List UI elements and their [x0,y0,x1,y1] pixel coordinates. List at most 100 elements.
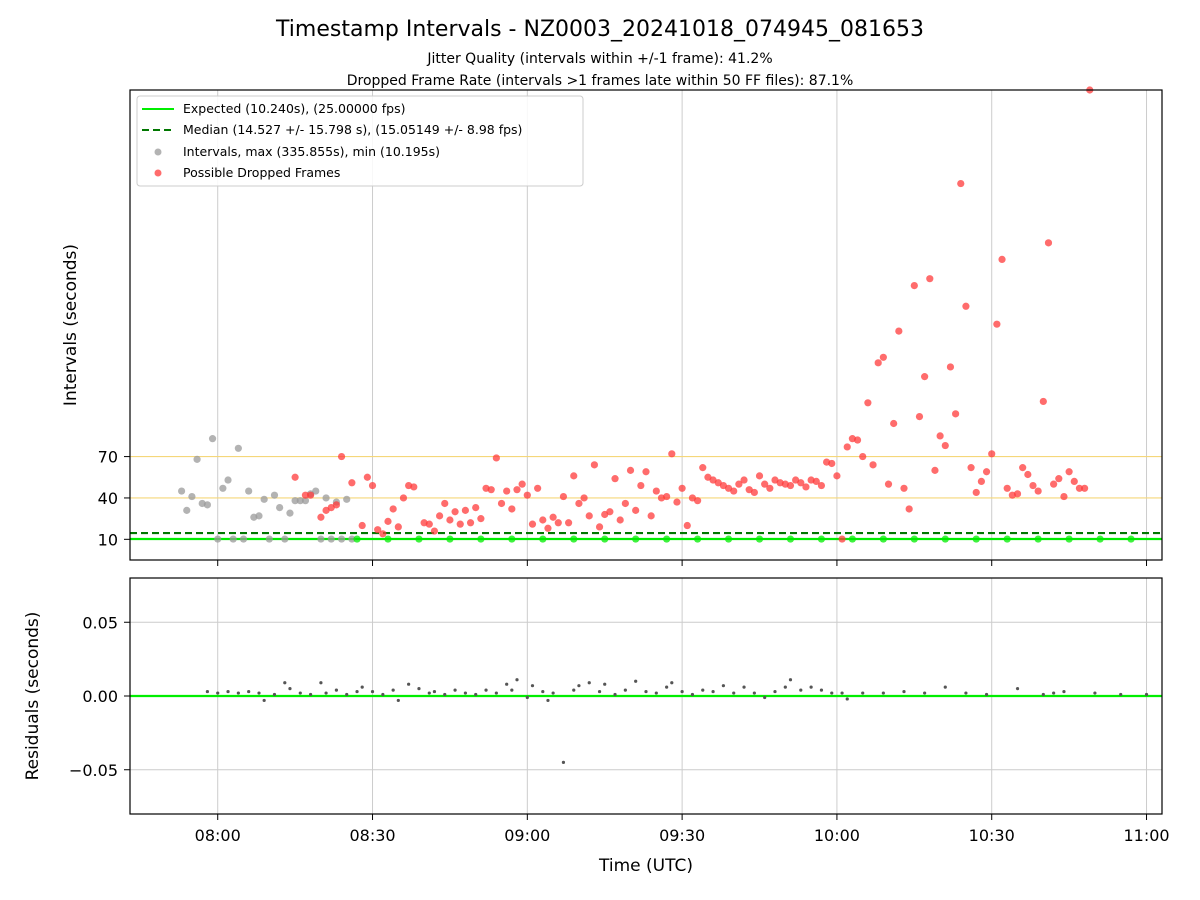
dropped-frame-point [539,516,547,524]
dropped-frame-point [890,419,898,428]
expected-interval-point [1065,535,1073,543]
dropped-frame-point [611,475,619,483]
dropped-frame-point [534,484,542,492]
dropped-frame-point [1044,239,1053,247]
residual-point [257,691,261,695]
dropped-frame-point [595,523,604,531]
intervals-panel: 10 40 70 Intervals (seconds) Expected (10.… [61,86,1163,566]
dropped-frame-point [879,353,887,361]
residual-point [453,688,457,692]
dropped-frame-point [616,516,624,524]
dropped-frame-point [513,486,521,494]
residual-point [773,689,777,694]
dropped-frame-point [461,506,469,514]
dropped-frame-point [884,480,893,488]
dropped-frame-point [497,499,506,508]
residual-point [701,688,705,692]
dropped-frame-point [926,275,934,283]
residual-point [572,688,576,692]
dropped-frame-point [394,523,402,531]
x-tick-label: 08:00 [195,826,241,845]
time-x-axis-label: Time (UTC) [598,856,693,876]
expected-interval-point [817,535,826,543]
residual-point [763,695,767,700]
dropped-frame-point [632,506,640,514]
dropped-frame-point [915,412,924,421]
residual-point [1144,692,1149,697]
intervals-y-axis-label: Intervals (seconds) [61,244,81,406]
residual-point [597,689,602,694]
expected-interval-point [477,535,485,543]
dropped-frame-point [1029,481,1037,490]
dropped-frame-point [441,499,449,508]
residual-point [561,760,566,764]
interval-point [317,535,325,543]
residuals-y-tick-label: 0.00 [82,687,118,706]
dropped-frame-point [1065,468,1073,476]
interval-point [208,435,217,443]
interval-point [188,492,196,501]
dropped-frame-point [755,472,764,480]
dropped-frame-point [874,359,882,367]
dropped-frame-point [585,512,593,520]
legend-expected-label: Expected (10.240s), (25.00000 fps) [183,101,405,116]
dropped-frame-point [528,520,537,528]
residual-point [690,692,695,697]
dropped-frame-point [301,491,310,499]
dropped-frame-point [492,454,500,462]
residual-point [432,689,437,694]
residual-point [783,685,787,689]
dropped-frame-point [477,515,485,523]
residual-point [881,691,885,695]
dropped-frame-point [663,492,671,501]
residual-point [334,688,338,692]
dropped-frame-point [957,179,965,188]
expected-interval-point [910,535,918,543]
expected-interval-point [786,535,795,543]
dropped-frame-point [921,373,929,381]
dropped-frame-point [786,481,795,490]
dropped-frame-point [374,526,382,534]
residual-point [902,689,906,694]
interval-point [214,535,222,543]
dropped-frame-point [1019,464,1027,472]
expected-interval-point [1127,535,1135,543]
dropped-frame-point [838,535,846,543]
dropped-frame-point [812,477,820,486]
dropped-frame-point [570,472,578,480]
dropped-frame-point [1070,477,1078,486]
expected-interval-point [848,535,857,543]
expected-interval-point [941,535,949,543]
residual-point [1062,689,1066,694]
dropped-frame-point [972,488,980,497]
dropped-frame-point [946,363,955,371]
dropped-frame-point [977,477,986,486]
dropped-frame-point [565,519,573,527]
dropped-frame-point [864,399,872,407]
residual-point [505,682,509,686]
dropped-frame-point [941,441,949,450]
expected-interval-point [632,535,640,543]
dropped-frame-point [802,483,810,491]
residual-point [262,698,266,703]
residual-point [1015,687,1020,691]
residual-point [634,679,638,683]
dropped-frame-point [518,480,526,488]
interval-point [301,497,310,505]
residual-point [654,691,658,695]
dropped-frame-point [652,487,660,495]
legend-intervals-marker [154,148,162,156]
interval-point [291,497,299,505]
dropped-frame-point [843,443,851,451]
dropped-frame-point [750,488,758,497]
interval-point [327,535,335,543]
dropped-frame-point [1060,492,1068,501]
residual-point [272,692,277,697]
residual-point [427,691,431,695]
residual-point [360,685,364,689]
intervals-points [178,86,1135,543]
residual-point [721,684,726,688]
dropped-frame-point [425,520,433,528]
dropped-frame-point [1003,484,1011,492]
